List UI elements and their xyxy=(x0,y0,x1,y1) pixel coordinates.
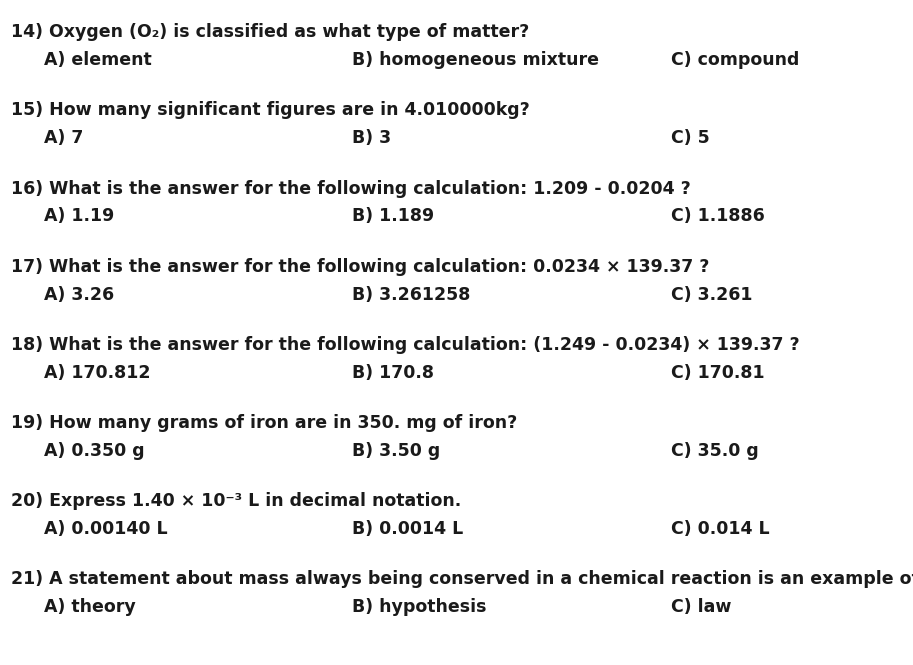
Text: 14) Oxygen (O₂) is classified as what type of matter?: 14) Oxygen (O₂) is classified as what ty… xyxy=(11,23,530,41)
Text: A) theory: A) theory xyxy=(44,598,135,616)
Text: B) 0.0014 L: B) 0.0014 L xyxy=(352,520,463,538)
Text: B) 3.50 g: B) 3.50 g xyxy=(352,442,440,460)
Text: A) 3.26: A) 3.26 xyxy=(44,286,114,304)
Text: B) 1.189: B) 1.189 xyxy=(352,207,434,225)
Text: B) 170.8: B) 170.8 xyxy=(352,364,434,382)
Text: 21) A statement about mass always being conserved in a chemical reaction is an e: 21) A statement about mass always being … xyxy=(11,571,913,589)
Text: A) 0.350 g: A) 0.350 g xyxy=(44,442,144,460)
Text: A) 0.00140 L: A) 0.00140 L xyxy=(44,520,167,538)
Text: A) 1.19: A) 1.19 xyxy=(44,207,114,225)
Text: C) 0.014 L: C) 0.014 L xyxy=(671,520,770,538)
Text: C) 1.1886: C) 1.1886 xyxy=(671,207,765,225)
Text: B) hypothesis: B) hypothesis xyxy=(352,598,486,616)
Text: C) 5: C) 5 xyxy=(671,130,709,148)
Text: C) 170.81: C) 170.81 xyxy=(671,364,765,382)
Text: 16) What is the answer for the following calculation: 1.209 - 0.0204 ?: 16) What is the answer for the following… xyxy=(11,180,691,198)
Text: A) 170.812: A) 170.812 xyxy=(44,364,151,382)
Text: C) 35.0 g: C) 35.0 g xyxy=(671,442,759,460)
Text: C) law: C) law xyxy=(671,598,731,616)
Text: A) 7: A) 7 xyxy=(44,130,83,148)
Text: C) 3.261: C) 3.261 xyxy=(671,286,752,304)
Text: B) 3: B) 3 xyxy=(352,130,391,148)
Text: 17) What is the answer for the following calculation: 0.0234 × 139.37 ?: 17) What is the answer for the following… xyxy=(11,257,709,276)
Text: A) element: A) element xyxy=(44,51,152,69)
Text: 15) How many significant figures are in 4.010000kg?: 15) How many significant figures are in … xyxy=(11,101,530,120)
Text: 18) What is the answer for the following calculation: (1.249 - 0.0234) × 139.37 : 18) What is the answer for the following… xyxy=(11,336,800,354)
Text: 19) How many grams of iron are in 350. mg of iron?: 19) How many grams of iron are in 350. m… xyxy=(11,414,517,432)
Text: B) homogeneous mixture: B) homogeneous mixture xyxy=(352,51,599,69)
Text: 20) Express 1.40 × 10⁻³ L in decimal notation.: 20) Express 1.40 × 10⁻³ L in decimal not… xyxy=(11,492,461,510)
Text: B) 3.261258: B) 3.261258 xyxy=(352,286,470,304)
Text: C) compound: C) compound xyxy=(671,51,800,69)
